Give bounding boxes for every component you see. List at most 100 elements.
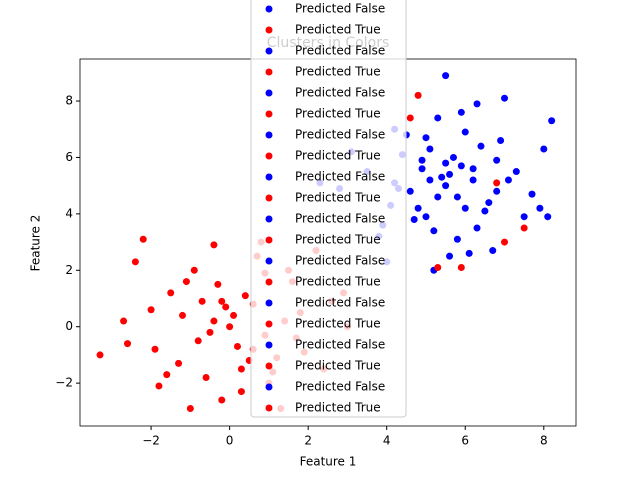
legend-marker [265,89,273,97]
point [226,323,234,331]
legend-marker [265,362,273,370]
point [446,252,454,260]
legend-label: Predicted True [295,107,381,121]
point [536,204,544,212]
legend: Predicted False Predicted True Predicted F… [250,0,407,418]
point [194,337,202,345]
point [241,292,249,300]
legend-marker [265,320,273,328]
point [461,204,469,212]
legend-label: Predicted False [295,86,385,100]
point [96,351,104,359]
point [497,137,505,145]
legend-label: Predicted False [295,296,385,310]
point [520,224,528,232]
legend-marker [265,383,273,391]
y-tick-label: 4 [65,206,73,220]
point [477,142,485,150]
legend-label: Predicted True [295,275,381,289]
y-tick-label: 8 [65,94,73,108]
point [214,280,222,288]
point [501,94,509,102]
point [414,91,422,99]
point [469,165,477,173]
legend-label: Predicted False [295,170,385,184]
point [151,345,159,353]
point [418,165,426,173]
legend-marker [265,47,273,55]
point [230,311,238,319]
point [442,159,450,167]
legend-label: Predicted True [295,191,381,205]
legend-marker [265,236,273,244]
x-tick-label: 4 [383,434,391,448]
x-tick-label: 8 [540,434,548,448]
point [430,227,438,235]
point [446,170,454,178]
point [449,153,457,161]
point [410,216,418,224]
point [434,114,442,122]
point [406,114,414,122]
point [210,317,218,325]
point [222,303,230,311]
legend-label: Predicted True [295,149,381,163]
point [237,365,245,373]
point [124,340,132,348]
point [442,182,450,190]
point [528,190,536,198]
legend-label: Predicted True [295,23,381,37]
legend-label: Predicted False [295,212,385,226]
point [218,396,226,404]
legend-label: Predicted False [295,380,385,394]
point [493,156,501,164]
point [544,213,552,221]
x-tick-label: 2 [304,434,312,448]
point [504,176,512,184]
point [167,289,175,297]
point [453,193,461,201]
point [481,207,489,215]
legend-marker [265,173,273,181]
point [422,213,430,221]
legend-marker [265,341,273,349]
point [190,266,198,274]
legend-label: Predicted True [295,401,381,415]
point [489,247,497,255]
legend-marker [265,26,273,34]
point [131,258,139,266]
legend-label: Predicted False [295,2,385,16]
legend-marker [265,68,273,76]
y-tick-label: 2 [65,263,73,277]
legend-marker [265,215,273,223]
point [540,145,548,153]
point [453,235,461,243]
point [414,204,422,212]
legend-label: Predicted True [295,359,381,373]
legend-label: Predicted True [295,317,381,331]
point [202,373,210,381]
legend-label: Predicted False [295,338,385,352]
point [237,388,245,396]
legend-label: Predicted False [295,44,385,58]
legend-label: Predicted False [295,128,385,142]
point [520,213,528,221]
x-tick-label: −2 [142,434,160,448]
point [493,187,501,195]
point [233,342,241,350]
point [469,176,477,184]
point [465,249,473,257]
legend-marker [265,278,273,286]
point [548,117,556,125]
point [406,187,414,195]
point [163,371,171,379]
x-tick-label: 0 [226,434,234,448]
point [155,382,163,390]
point [426,176,434,184]
y-tick-label: 6 [65,150,73,164]
point [473,224,481,232]
point [426,145,434,153]
legend-label: Predicted False [295,254,385,268]
point [175,359,183,367]
